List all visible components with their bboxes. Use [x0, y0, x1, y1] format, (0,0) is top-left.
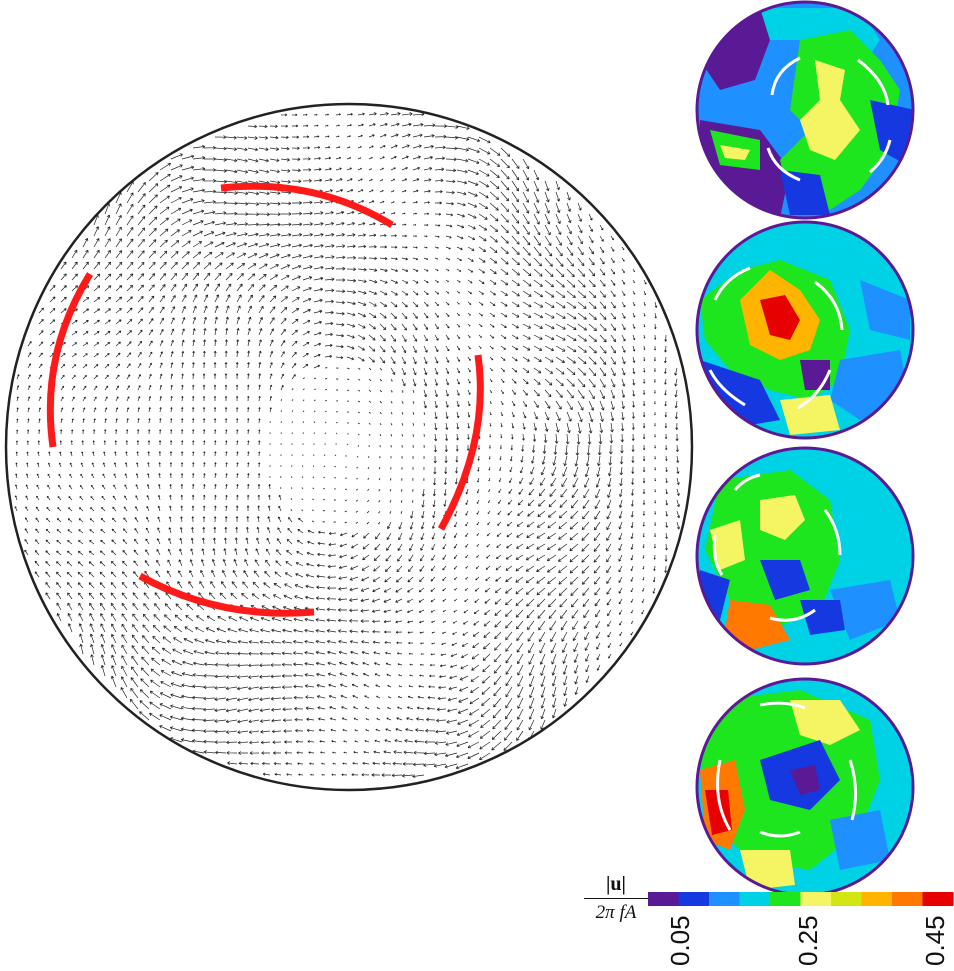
colorbar-numerator: |u| [606, 873, 626, 895]
colorbar-denominator: 2π fA [595, 902, 637, 923]
colorbar-swatch [892, 892, 923, 906]
vector-arrows [14, 112, 681, 779]
snapshot-3 [695, 446, 915, 666]
colorbar-swatch [922, 892, 954, 906]
colorbar-tick-label: 0.45 [920, 915, 950, 966]
colorbar-swatch [800, 892, 832, 906]
blade-bottom [138, 572, 315, 617]
blades [46, 182, 484, 617]
colorbar-tick-label: 0.05 [665, 915, 695, 966]
snapshot-2 [695, 220, 915, 440]
snapshot-4 [695, 677, 915, 897]
blade-right [437, 354, 484, 531]
colorbar-swatch [770, 892, 801, 906]
tank-boundary [4, 102, 694, 792]
fraction-bar [584, 898, 648, 899]
colorbar-swatch [861, 892, 893, 906]
vector-arrow-paths [14, 112, 681, 779]
colorbar-swatch [678, 892, 710, 906]
snapshot-1 [695, 0, 915, 220]
colorbar-swatch [831, 892, 862, 906]
colorbar [648, 892, 954, 906]
colorbar-quantity-label: |u| 2π fA [580, 872, 652, 925]
blade-top [220, 182, 394, 228]
colorbar-swatch [739, 892, 771, 906]
blade-left [46, 272, 93, 448]
colorbar-swatch [648, 892, 679, 906]
colorbar-tick-label: 0.25 [793, 915, 823, 966]
velocity-vector-field [14, 112, 681, 779]
colorbar-swatch [709, 892, 740, 906]
